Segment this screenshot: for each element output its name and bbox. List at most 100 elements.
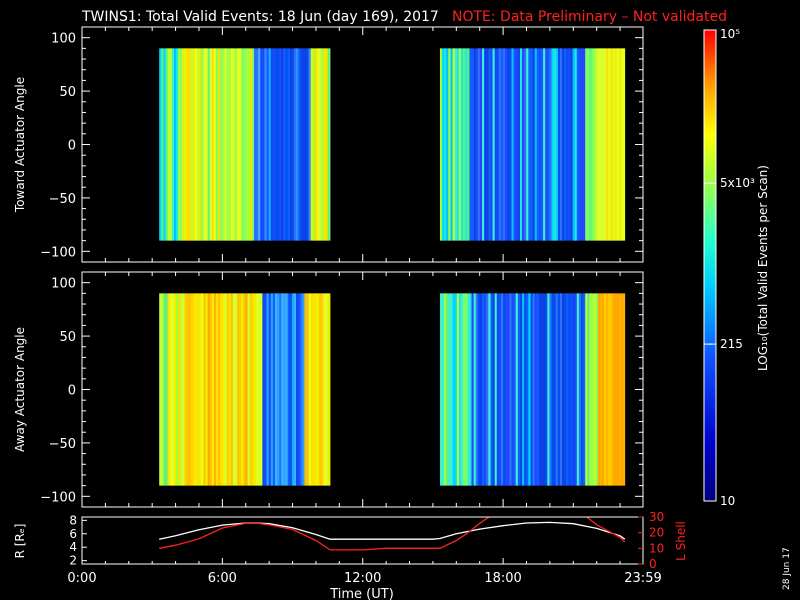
heatmap-strip bbox=[623, 293, 626, 486]
heatmap-strip bbox=[482, 48, 485, 241]
heatmap-strip bbox=[526, 293, 529, 486]
heatmap-strip bbox=[454, 293, 458, 486]
heatmap-strip bbox=[557, 293, 561, 486]
heatmap-strip bbox=[484, 293, 487, 486]
heatmap-strip bbox=[207, 293, 211, 486]
heatmap-strip bbox=[581, 48, 584, 241]
heatmap-strip bbox=[293, 48, 297, 241]
y-axis-label: Toward Actuator Angle bbox=[13, 77, 27, 213]
heatmap-strip bbox=[621, 48, 624, 241]
heatmap-strip bbox=[526, 48, 529, 241]
y-tick-label: −50 bbox=[49, 437, 76, 452]
heatmap-strip bbox=[456, 293, 460, 486]
colorbar-label: LOG₁₀(Total Valid Events per Scan) bbox=[756, 165, 770, 371]
heatmap-strip bbox=[275, 48, 278, 241]
heatmap-strip bbox=[226, 48, 230, 241]
heatmap-strip bbox=[272, 48, 276, 241]
y-tick-label: −50 bbox=[49, 192, 76, 207]
heatmap-strip bbox=[446, 48, 449, 241]
heatmap-strip bbox=[568, 293, 571, 486]
heatmap-strip bbox=[549, 48, 552, 241]
heatmap-strip bbox=[230, 48, 234, 241]
heatmap-strip bbox=[262, 293, 265, 486]
heatmap-strip bbox=[266, 293, 270, 486]
heatmap-strip bbox=[239, 293, 242, 486]
heatmap-strip bbox=[439, 293, 443, 486]
heatmap-strip bbox=[612, 293, 616, 486]
heatmap-strip bbox=[517, 48, 521, 241]
heatmap-strip bbox=[163, 293, 166, 486]
series-line bbox=[159, 517, 626, 551]
heatmap-strip bbox=[507, 293, 510, 486]
heatmap-strip bbox=[524, 48, 527, 241]
heatmap-strip bbox=[197, 48, 200, 241]
heatmap-strip bbox=[192, 293, 196, 486]
heatmap-strip bbox=[287, 293, 291, 486]
heatmap-strip bbox=[465, 48, 468, 241]
heatmap-strip bbox=[201, 293, 204, 486]
heatmap-strip bbox=[169, 48, 173, 241]
heatmap-strip bbox=[477, 293, 481, 486]
heatmap-strip bbox=[186, 293, 190, 486]
heatmap-strip bbox=[251, 293, 255, 486]
heatmap-strip bbox=[492, 293, 496, 486]
heatmap-strip bbox=[237, 48, 240, 241]
heatmap-strip bbox=[323, 293, 326, 486]
heatmap-strip bbox=[549, 293, 552, 486]
heatmap-strip bbox=[574, 293, 578, 486]
heatmap-strip bbox=[243, 48, 246, 241]
heatmap-strip bbox=[325, 48, 329, 241]
heatmap-strip bbox=[176, 293, 179, 486]
heatmap-strip bbox=[501, 293, 504, 486]
heatmap-strip bbox=[264, 48, 267, 241]
y-tick-label: −100 bbox=[40, 245, 76, 260]
heatmap-strip bbox=[260, 293, 263, 486]
heatmap-strip bbox=[165, 48, 169, 241]
heatmap-strip bbox=[304, 48, 307, 241]
heatmap-strip bbox=[448, 48, 451, 241]
heatmap-strip bbox=[587, 48, 590, 241]
heatmap-strip bbox=[270, 48, 274, 241]
heatmap-strip bbox=[321, 48, 324, 241]
heatmap-strip bbox=[279, 293, 282, 486]
y-axis-label-left: R [Rₑ] bbox=[13, 524, 27, 559]
heatmap-strip bbox=[329, 48, 331, 241]
heatmap-strip bbox=[606, 293, 609, 486]
heatmap-strip bbox=[264, 293, 267, 486]
heatmap-strip bbox=[199, 293, 202, 486]
heatmap-strip bbox=[176, 48, 179, 241]
heatmap-strip bbox=[553, 48, 557, 241]
heatmap-strip bbox=[564, 48, 567, 241]
heatmap-strip bbox=[281, 48, 284, 241]
heatmap-strip bbox=[159, 293, 162, 486]
heatmap-strip bbox=[460, 293, 464, 486]
heatmap-strip bbox=[488, 293, 491, 486]
heatmap-strip bbox=[511, 48, 515, 241]
heatmap-strip bbox=[498, 293, 502, 486]
y-tick-label: 50 bbox=[59, 330, 76, 345]
heatmap-strip bbox=[226, 293, 230, 486]
heatmap-strip bbox=[460, 48, 464, 241]
heatmap-strip bbox=[458, 48, 462, 241]
colorbar-tick-label: 10 bbox=[720, 494, 735, 508]
heatmap-strip bbox=[232, 48, 236, 241]
heatmap-strip bbox=[562, 293, 565, 486]
heatmap-strip bbox=[241, 48, 244, 241]
heatmap-strip bbox=[566, 48, 569, 241]
heatmap-strip bbox=[585, 293, 588, 486]
heatmap-strip bbox=[247, 48, 251, 241]
heatmap-strip bbox=[599, 293, 603, 486]
heatmap-strip bbox=[272, 293, 276, 486]
heatmap-strip bbox=[169, 293, 173, 486]
heatmap-strip bbox=[503, 293, 506, 486]
y-tick-label: 6 bbox=[69, 527, 77, 541]
heatmap-strip bbox=[197, 293, 200, 486]
heatmap-strip bbox=[599, 48, 603, 241]
heatmap-strip bbox=[505, 48, 508, 241]
heatmap-strip bbox=[519, 293, 523, 486]
heatmap-strip bbox=[289, 293, 293, 486]
heatmap-strip bbox=[616, 48, 620, 241]
heatmap-strip bbox=[220, 293, 223, 486]
heatmap-strip bbox=[614, 48, 618, 241]
heatmap-strip bbox=[587, 293, 590, 486]
